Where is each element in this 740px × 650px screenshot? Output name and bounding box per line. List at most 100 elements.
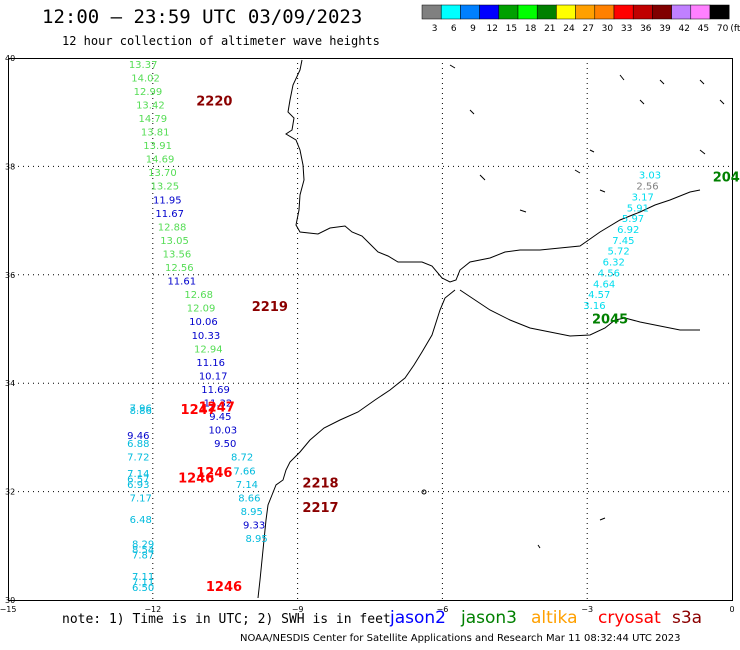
pass-time-label: 2219 — [252, 300, 288, 315]
wave-height-reading: 5.72 — [607, 247, 629, 258]
wave-height-reading: 12.09 — [187, 304, 216, 315]
scale-label: 18 — [525, 24, 537, 34]
wave-height-reading: 14.79 — [138, 114, 167, 125]
lat-tick-label: 32 — [5, 488, 15, 497]
satellite-track: 204 — [713, 171, 740, 186]
satellite-track: 8.72 7.66 7.14 8.66 8.95 9.33 2218 — [231, 453, 339, 532]
graticule — [8, 58, 732, 600]
page-title: 12:00 – 23:59 UTC 03/09/2023 — [42, 6, 363, 28]
scale-label: 36 — [640, 24, 652, 34]
wave-height-reading: 11.69 — [201, 385, 230, 396]
wave-height-reading: 4.56 — [598, 268, 620, 279]
wave-height-reading: 9.50 — [214, 439, 236, 450]
page-subtitle: 12 hour collection of altimeter wave hei… — [62, 34, 380, 48]
wave-height-reading: 4.57 — [588, 290, 610, 301]
scale-label: 27 — [582, 24, 593, 34]
pass-time-label: 2045 — [592, 313, 628, 328]
satellite-track: 12.68 12.09 10.06 10.33 12.94 11.16 10.17 11.69… — [184, 290, 288, 450]
lon-tick-label: −15 — [0, 605, 16, 614]
coastline — [257, 59, 725, 599]
units-note: note: 1) Time is in UTC; 2) SWH is in fe… — [62, 612, 391, 627]
wave-height-reading: 2.56 — [636, 182, 658, 193]
wave-height-reading: 3.16 — [583, 301, 605, 312]
wave-height-reading: 13.25 — [151, 182, 180, 193]
wave-height-reading: 8.72 — [231, 453, 253, 464]
satellite-track: 7.146.576.93 1246 7.17 6.48 8.298.547.87 7.11… — [127, 466, 232, 594]
wave-height-reading: 9.45 — [209, 412, 231, 423]
wave-height-reading: 13.37 — [129, 60, 158, 71]
wave-height-reading: 8.95 — [241, 507, 263, 518]
scale-label: 3 — [432, 24, 438, 34]
scale-label: 70 — [717, 24, 729, 34]
scale-swatch — [709, 4, 730, 20]
wave-height-reading: 7.72 — [127, 453, 149, 464]
scale-label: 9 — [470, 24, 476, 34]
wave-height-reading: 10.17 — [199, 371, 228, 382]
wave-height-reading: 13.42 — [136, 100, 165, 111]
satellite-track: 3.032.563.175.915.976.927.455.726.324.56… — [583, 170, 661, 327]
wave-height-reading: 6.92 — [617, 225, 639, 236]
wave-height-reading: 11.16 — [196, 358, 225, 369]
wave-height-reading: 8.54 — [132, 545, 154, 556]
wave-height-reading: 7.14 — [236, 480, 258, 491]
credit-footer: NOAA/NESDIS Center for Satellite Applica… — [240, 633, 681, 644]
scale-label: 39 — [659, 24, 671, 34]
wave-height-reading: 6.48 — [130, 515, 152, 526]
wave-height-reading: 12.88 — [158, 222, 187, 233]
wave-height-reading: 11.95 — [153, 195, 182, 206]
lat-tick-label: 34 — [5, 379, 15, 388]
wave-height-reading: 5.91 — [627, 203, 649, 214]
scale-label: 12 — [486, 24, 497, 34]
wave-height-reading: 13.70 — [148, 168, 177, 179]
wave-height-reading: 3.03 — [639, 170, 661, 181]
lat-tick-label: 38 — [5, 162, 15, 171]
wave-height-reading: 4.64 — [593, 279, 615, 290]
scale-label: 45 — [698, 24, 709, 34]
axis-tick-labels: 40 38 36 34 32 30−15 −12 −9 −6 −3 0 — [0, 54, 735, 614]
satellite-track: 7.968.86 1247 9.466.88 7.72 1247 — [127, 400, 235, 463]
wave-height-reading: 11.61 — [167, 277, 196, 288]
satellite-track: 1246 — [206, 580, 242, 595]
lon-tick-label: −3 — [581, 605, 593, 614]
wave-height-reading: 14.69 — [146, 155, 175, 166]
wave-height-reading: 1246 — [178, 471, 214, 486]
pass-time-label: 1246 — [196, 466, 232, 481]
lon-tick-label: −12 — [144, 605, 161, 614]
wave-height-reading: 1247 — [181, 403, 217, 418]
wave-height-reading: 6.57 — [127, 474, 149, 485]
wave-height-reading: 11.67 — [155, 209, 184, 220]
wave-height-reading: 7.11 — [132, 572, 154, 583]
wave-height-reading: 7.14 — [127, 469, 149, 480]
wave-height-reading: 13.91 — [143, 141, 172, 152]
legend-item-cryosat: cryosat — [598, 608, 661, 628]
wave-height-reading: 12.94 — [194, 344, 223, 355]
scale-label: 6 — [451, 24, 457, 34]
scale-label: 15 — [506, 24, 517, 34]
lon-tick-label: −6 — [437, 605, 449, 614]
wave-height-reading: 13.81 — [141, 128, 170, 139]
wave-height-reading: 7.11 — [132, 577, 154, 588]
wave-height-reading: 5.97 — [622, 214, 644, 225]
wave-height-reading: 7.45 — [612, 236, 634, 247]
scale-unit: (ft) — [730, 24, 740, 34]
wave-height-reading: 6.32 — [603, 258, 625, 269]
satellite-track: 8.95 2217 — [245, 501, 338, 545]
wave-height-reading: 10.33 — [192, 331, 221, 342]
lat-tick-label: 36 — [5, 271, 15, 280]
wave-height-reading: 9.46 — [127, 431, 149, 442]
map-border — [8, 58, 733, 601]
pass-time-label: 204 — [713, 171, 740, 186]
wave-height-reading: 7.66 — [233, 466, 255, 477]
pass-time-label: 2220 — [196, 95, 232, 110]
wave-height-reading: 6.93 — [127, 480, 149, 491]
wave-height-reading: 10.06 — [189, 317, 218, 328]
wave-height-reading: 13.56 — [163, 249, 192, 260]
legend-item-altika: altika — [531, 608, 578, 628]
scale-label: 30 — [602, 24, 614, 34]
pass-time-label: 2218 — [302, 476, 338, 491]
scale-label: 33 — [621, 24, 632, 34]
wave-height-reading: 12.68 — [184, 290, 213, 301]
